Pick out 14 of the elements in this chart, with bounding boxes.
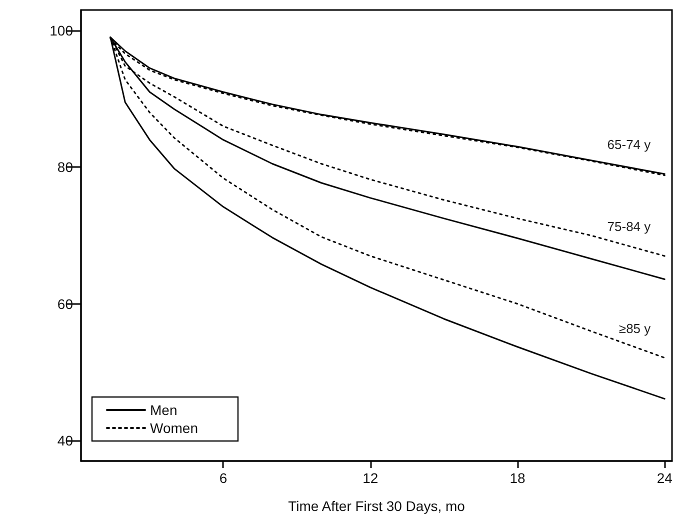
annotation: 65-74 y: [607, 137, 652, 152]
y-tick-label: 100: [50, 22, 74, 38]
y-tick-label: 80: [57, 159, 74, 176]
legend-label: Women: [150, 420, 198, 436]
x-tick-label: 24: [656, 470, 673, 486]
y-tick-label: 40: [57, 432, 74, 448]
x-tick-label: 6: [219, 470, 228, 486]
annotation: ≥85 y: [618, 320, 652, 336]
x-tick-label: 12: [362, 470, 378, 486]
x-axis-title: Time After First 30 Days, mo: [288, 498, 466, 514]
annotation: 75-84 y: [607, 219, 652, 234]
y-tick-label: 60: [57, 296, 74, 312]
legend-label: Men: [150, 402, 178, 418]
x-tick-label: 18: [510, 470, 526, 486]
